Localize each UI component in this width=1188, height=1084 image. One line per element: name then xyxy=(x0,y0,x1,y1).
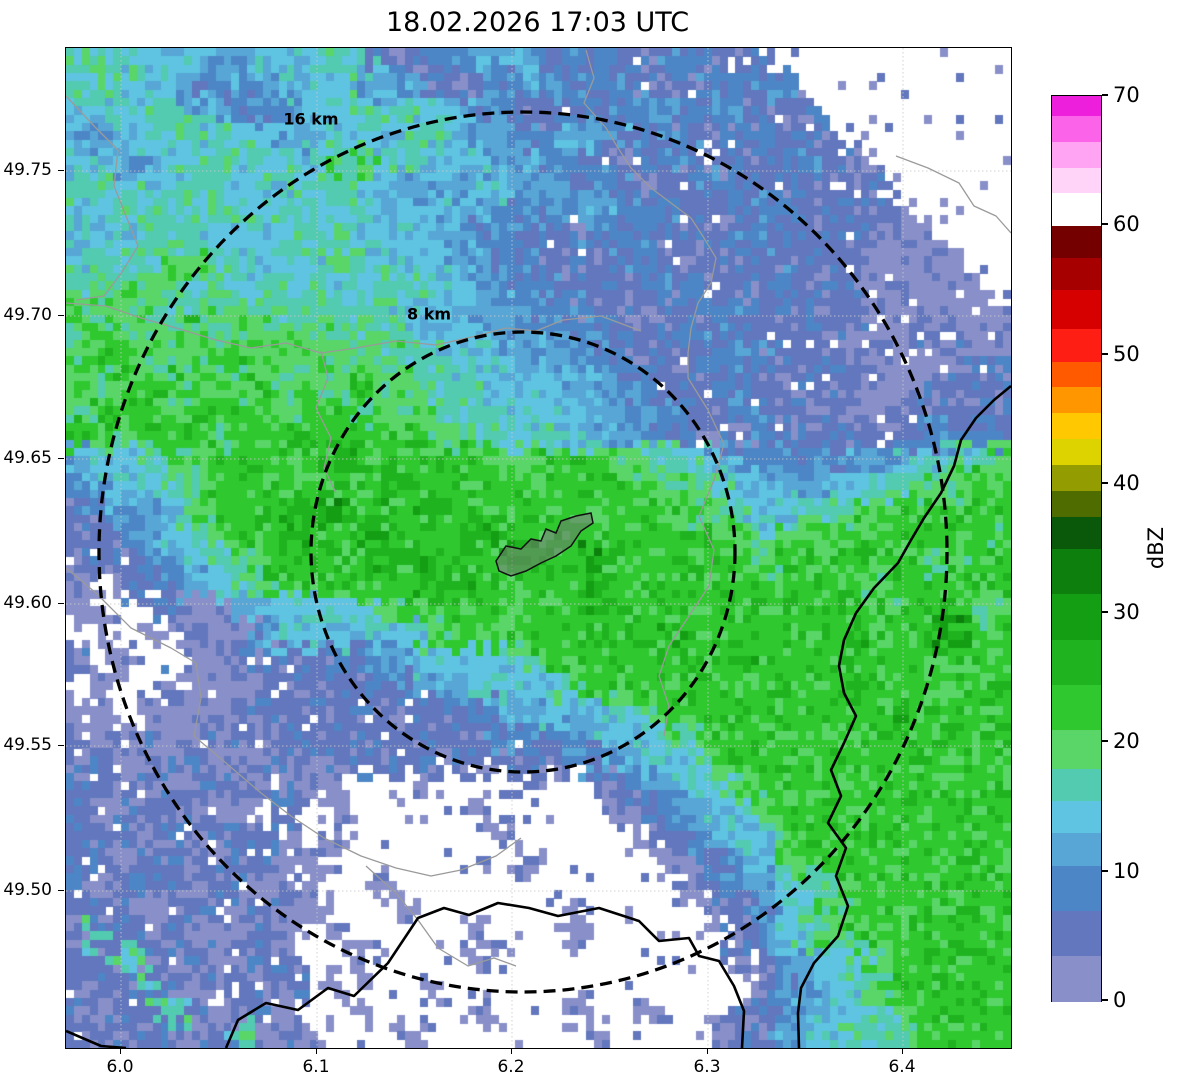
colorbar-segment xyxy=(1052,548,1101,595)
x-tick-mark xyxy=(120,1048,121,1054)
y-tick-mark xyxy=(58,315,64,316)
colorbar-tick-mark xyxy=(1102,869,1108,872)
colorbar-tick-mark xyxy=(1102,611,1108,614)
y-tick-label: 49.55 xyxy=(3,735,52,755)
colorbar-segment xyxy=(1052,464,1101,491)
colorbar xyxy=(1051,95,1102,1002)
colorbar-segment xyxy=(1052,832,1101,866)
x-tick-label: 6.0 xyxy=(106,1057,134,1077)
colorbar-segment xyxy=(1052,639,1101,685)
x-axis: 6.0 6.1 6.2 6.3 6.4 xyxy=(65,1048,1010,1082)
district-border-lines xyxy=(66,49,1011,967)
colorbar-segment xyxy=(1052,257,1101,291)
colorbar-tick-label: 40 xyxy=(1113,470,1140,495)
y-axis: 49.75 49.70 49.65 49.60 49.55 49.50 xyxy=(0,47,65,1047)
y-tick-label: 49.50 xyxy=(3,880,52,900)
x-tick-mark xyxy=(902,1048,903,1054)
x-tick-label: 6.3 xyxy=(693,1057,721,1077)
colorbar-axis-label: dBZ xyxy=(1144,526,1168,570)
colorbar-tick-label: 0 xyxy=(1113,988,1127,1012)
range-ring-16km-label: 16 km xyxy=(283,109,339,129)
y-tick-mark xyxy=(58,890,64,891)
colorbar-segment xyxy=(1052,141,1101,168)
colorbar-segment xyxy=(1052,192,1101,226)
colorbar-ticks: 70 60 50 40 30 20 10 0 xyxy=(1102,83,1188,1012)
y-tick-mark xyxy=(58,603,64,604)
city-boundary-polygon xyxy=(495,512,594,577)
map-overlay xyxy=(66,48,1011,1048)
x-tick-mark xyxy=(316,1048,317,1054)
colorbar-segment xyxy=(1052,729,1101,769)
colorbar-segment xyxy=(1052,768,1101,802)
country-border-lines xyxy=(66,384,1011,1048)
y-tick-label: 49.65 xyxy=(3,448,52,468)
range-ring-8km-label: 8 km xyxy=(406,304,452,324)
colorbar-segment xyxy=(1052,910,1101,957)
colorbar-tick-mark xyxy=(1102,223,1108,226)
y-tick-label: 49.60 xyxy=(3,593,52,613)
x-tick-mark xyxy=(707,1048,708,1054)
colorbar-segment xyxy=(1052,516,1101,550)
colorbar-tick-mark xyxy=(1102,352,1108,355)
colorbar-segment xyxy=(1052,361,1101,388)
range-ring-16km xyxy=(97,110,949,994)
colorbar-segment xyxy=(1052,328,1101,362)
range-rings xyxy=(97,110,949,994)
colorbar-segment xyxy=(1052,412,1101,440)
colorbar-segment xyxy=(1052,386,1101,414)
colorbar-tick-mark xyxy=(1102,999,1108,1001)
x-tick-label: 6.1 xyxy=(302,1057,330,1077)
figure-title: 18.02.2026 17:03 UTC xyxy=(385,7,690,38)
colorbar-segment xyxy=(1052,167,1101,194)
y-tick-label: 49.70 xyxy=(3,305,52,325)
x-tick-mark xyxy=(511,1048,512,1054)
y-tick-mark xyxy=(58,458,64,459)
colorbar-segment xyxy=(1052,438,1101,465)
colorbar-segment xyxy=(1052,96,1101,116)
colorbar-tick-mark xyxy=(1102,740,1108,743)
colorbar-gradient xyxy=(1052,96,1101,1002)
colorbar-tick-mark xyxy=(1102,481,1108,484)
colorbar-segment xyxy=(1052,289,1101,330)
x-tick-label: 6.4 xyxy=(888,1057,916,1077)
x-tick-label: 6.2 xyxy=(497,1057,525,1077)
colorbar-segment xyxy=(1052,115,1101,142)
colorbar-tick-label: 10 xyxy=(1113,858,1140,883)
colorbar-segment xyxy=(1052,955,1101,1002)
colorbar-tick-mark xyxy=(1102,94,1108,96)
radar-plot: 16 km 8 km xyxy=(65,47,1012,1049)
colorbar-tick-label: 30 xyxy=(1113,600,1140,625)
colorbar-segment xyxy=(1052,593,1101,640)
colorbar-tick-label: 60 xyxy=(1113,212,1140,237)
colorbar-segment xyxy=(1052,490,1101,517)
range-ring-8km xyxy=(309,330,737,774)
colorbar-tick-label: 50 xyxy=(1113,341,1140,366)
colorbar-segment xyxy=(1052,225,1101,259)
colorbar-segment xyxy=(1052,684,1101,731)
y-tick-mark xyxy=(58,745,64,746)
y-tick-mark xyxy=(58,170,64,171)
colorbar-tick-label: 70 xyxy=(1113,83,1140,107)
y-tick-label: 49.75 xyxy=(3,160,52,180)
colorbar-tick-label: 20 xyxy=(1113,729,1140,754)
colorbar-segment xyxy=(1052,865,1101,912)
colorbar-segment xyxy=(1052,800,1101,834)
